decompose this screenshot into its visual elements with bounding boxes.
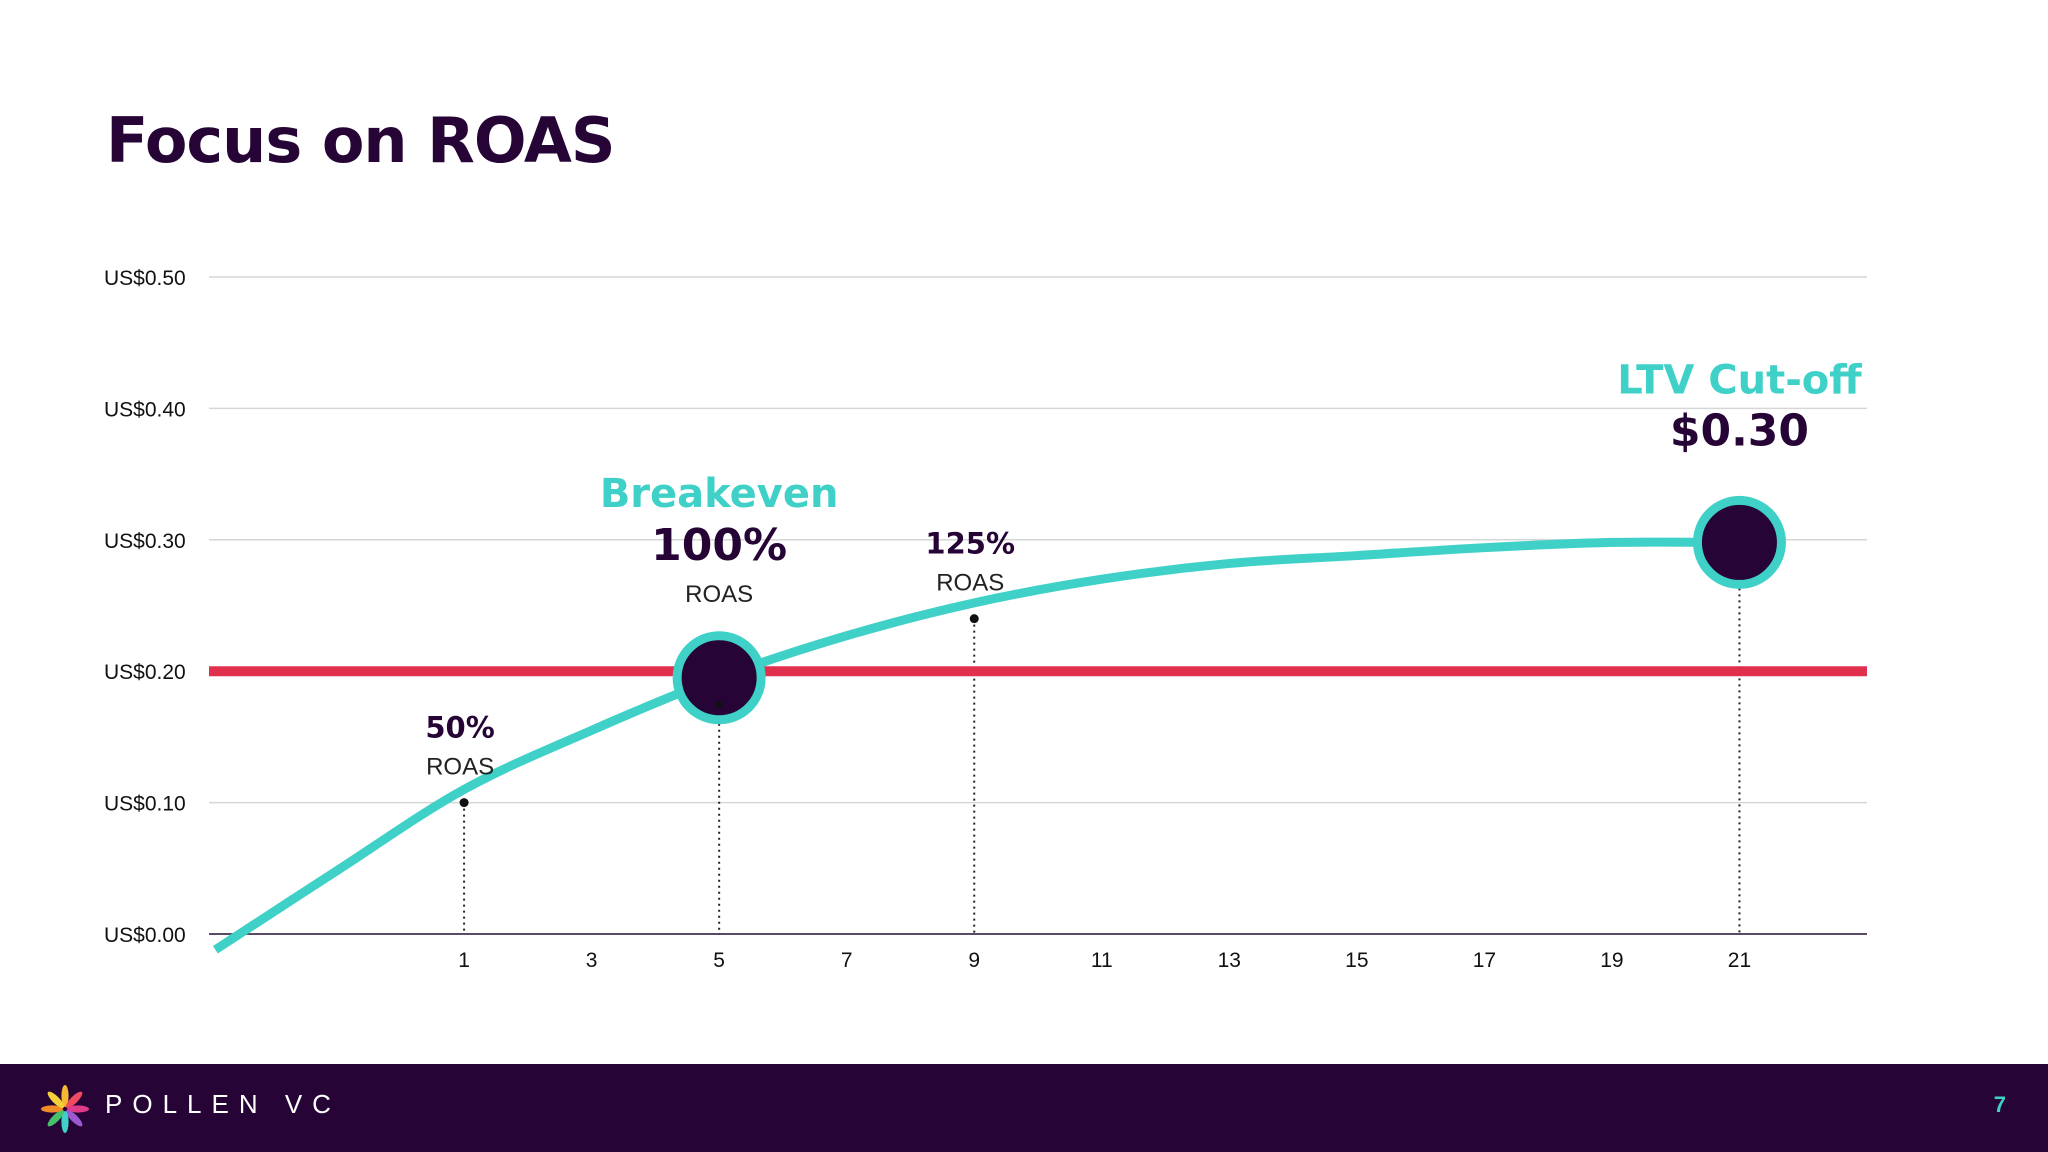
footer-bar: POLLEN VC 7: [0, 1064, 2048, 1152]
highlight-circle-marker: [1692, 495, 1786, 589]
y-tick-label: US$0.20: [104, 661, 186, 684]
y-tick-label: US$0.30: [104, 530, 186, 553]
logo-petal: [67, 1105, 89, 1113]
data-point-dot: [715, 701, 723, 709]
y-tick-label: US$0.50: [104, 267, 186, 290]
x-tick-label: 1: [458, 949, 470, 972]
logo-petal: [47, 1110, 64, 1127]
ltv-cutoff-value: $0.30: [1670, 405, 1809, 456]
roas-percent-label: 125%: [925, 527, 1015, 561]
roas-sublabel: ROAS: [426, 754, 494, 781]
drop-lines: [463, 582, 1741, 934]
roas-percent-label: 100%: [651, 520, 787, 571]
curve-layer: [212, 537, 1740, 954]
logo-petal: [41, 1105, 63, 1113]
x-tick-label: 13: [1218, 949, 1241, 972]
breakeven-heading: Breakeven: [600, 471, 839, 517]
slide-title: Focus on ROAS: [106, 104, 616, 177]
logo-petal: [66, 1091, 83, 1108]
x-tick-label: 21: [1728, 949, 1751, 972]
markers: [459, 495, 1786, 808]
x-tick-label: 17: [1473, 949, 1496, 972]
pollen-star-logo-icon: [41, 1085, 89, 1133]
x-tick-label: 9: [968, 949, 980, 972]
y-tick-label: US$0.10: [104, 793, 186, 816]
roas-curve-line: [212, 537, 1740, 954]
x-tick-label: 5: [713, 949, 725, 972]
x-tick-label: 11: [1091, 949, 1113, 972]
logo-petal: [66, 1110, 83, 1127]
page-number: 7: [1993, 1092, 2006, 1117]
x-tick-label: 7: [841, 949, 853, 972]
ltv-cutoff-heading: LTV Cut-off: [1617, 357, 1862, 403]
data-point-dot: [459, 798, 469, 808]
brand-name: POLLEN VC: [105, 1089, 341, 1119]
logo-petal: [47, 1091, 64, 1108]
axes: US$0.00 US$0.10 US$0.20 US$0.30 US$0.40 US$0.…: [104, 267, 1867, 972]
roas-chart: US$0.00 US$0.10 US$0.20 US$0.30 US$0.40 US$0.…: [104, 267, 1867, 972]
logo-petal: [61, 1111, 69, 1133]
data-point-dot: [969, 614, 979, 624]
y-tick-label: US$0.40: [104, 398, 186, 421]
roas-sublabel: ROAS: [685, 581, 753, 608]
roas-percent-label: 50%: [425, 711, 494, 745]
roas-sublabel: ROAS: [936, 570, 1004, 597]
x-tick-label: 15: [1345, 949, 1368, 972]
logo-petal: [61, 1085, 69, 1107]
x-tick-label: 19: [1600, 949, 1623, 972]
highlight-circle-marker: [672, 631, 766, 725]
y-tick-label: US$0.00: [104, 924, 186, 947]
x-tick-label: 3: [586, 949, 598, 972]
